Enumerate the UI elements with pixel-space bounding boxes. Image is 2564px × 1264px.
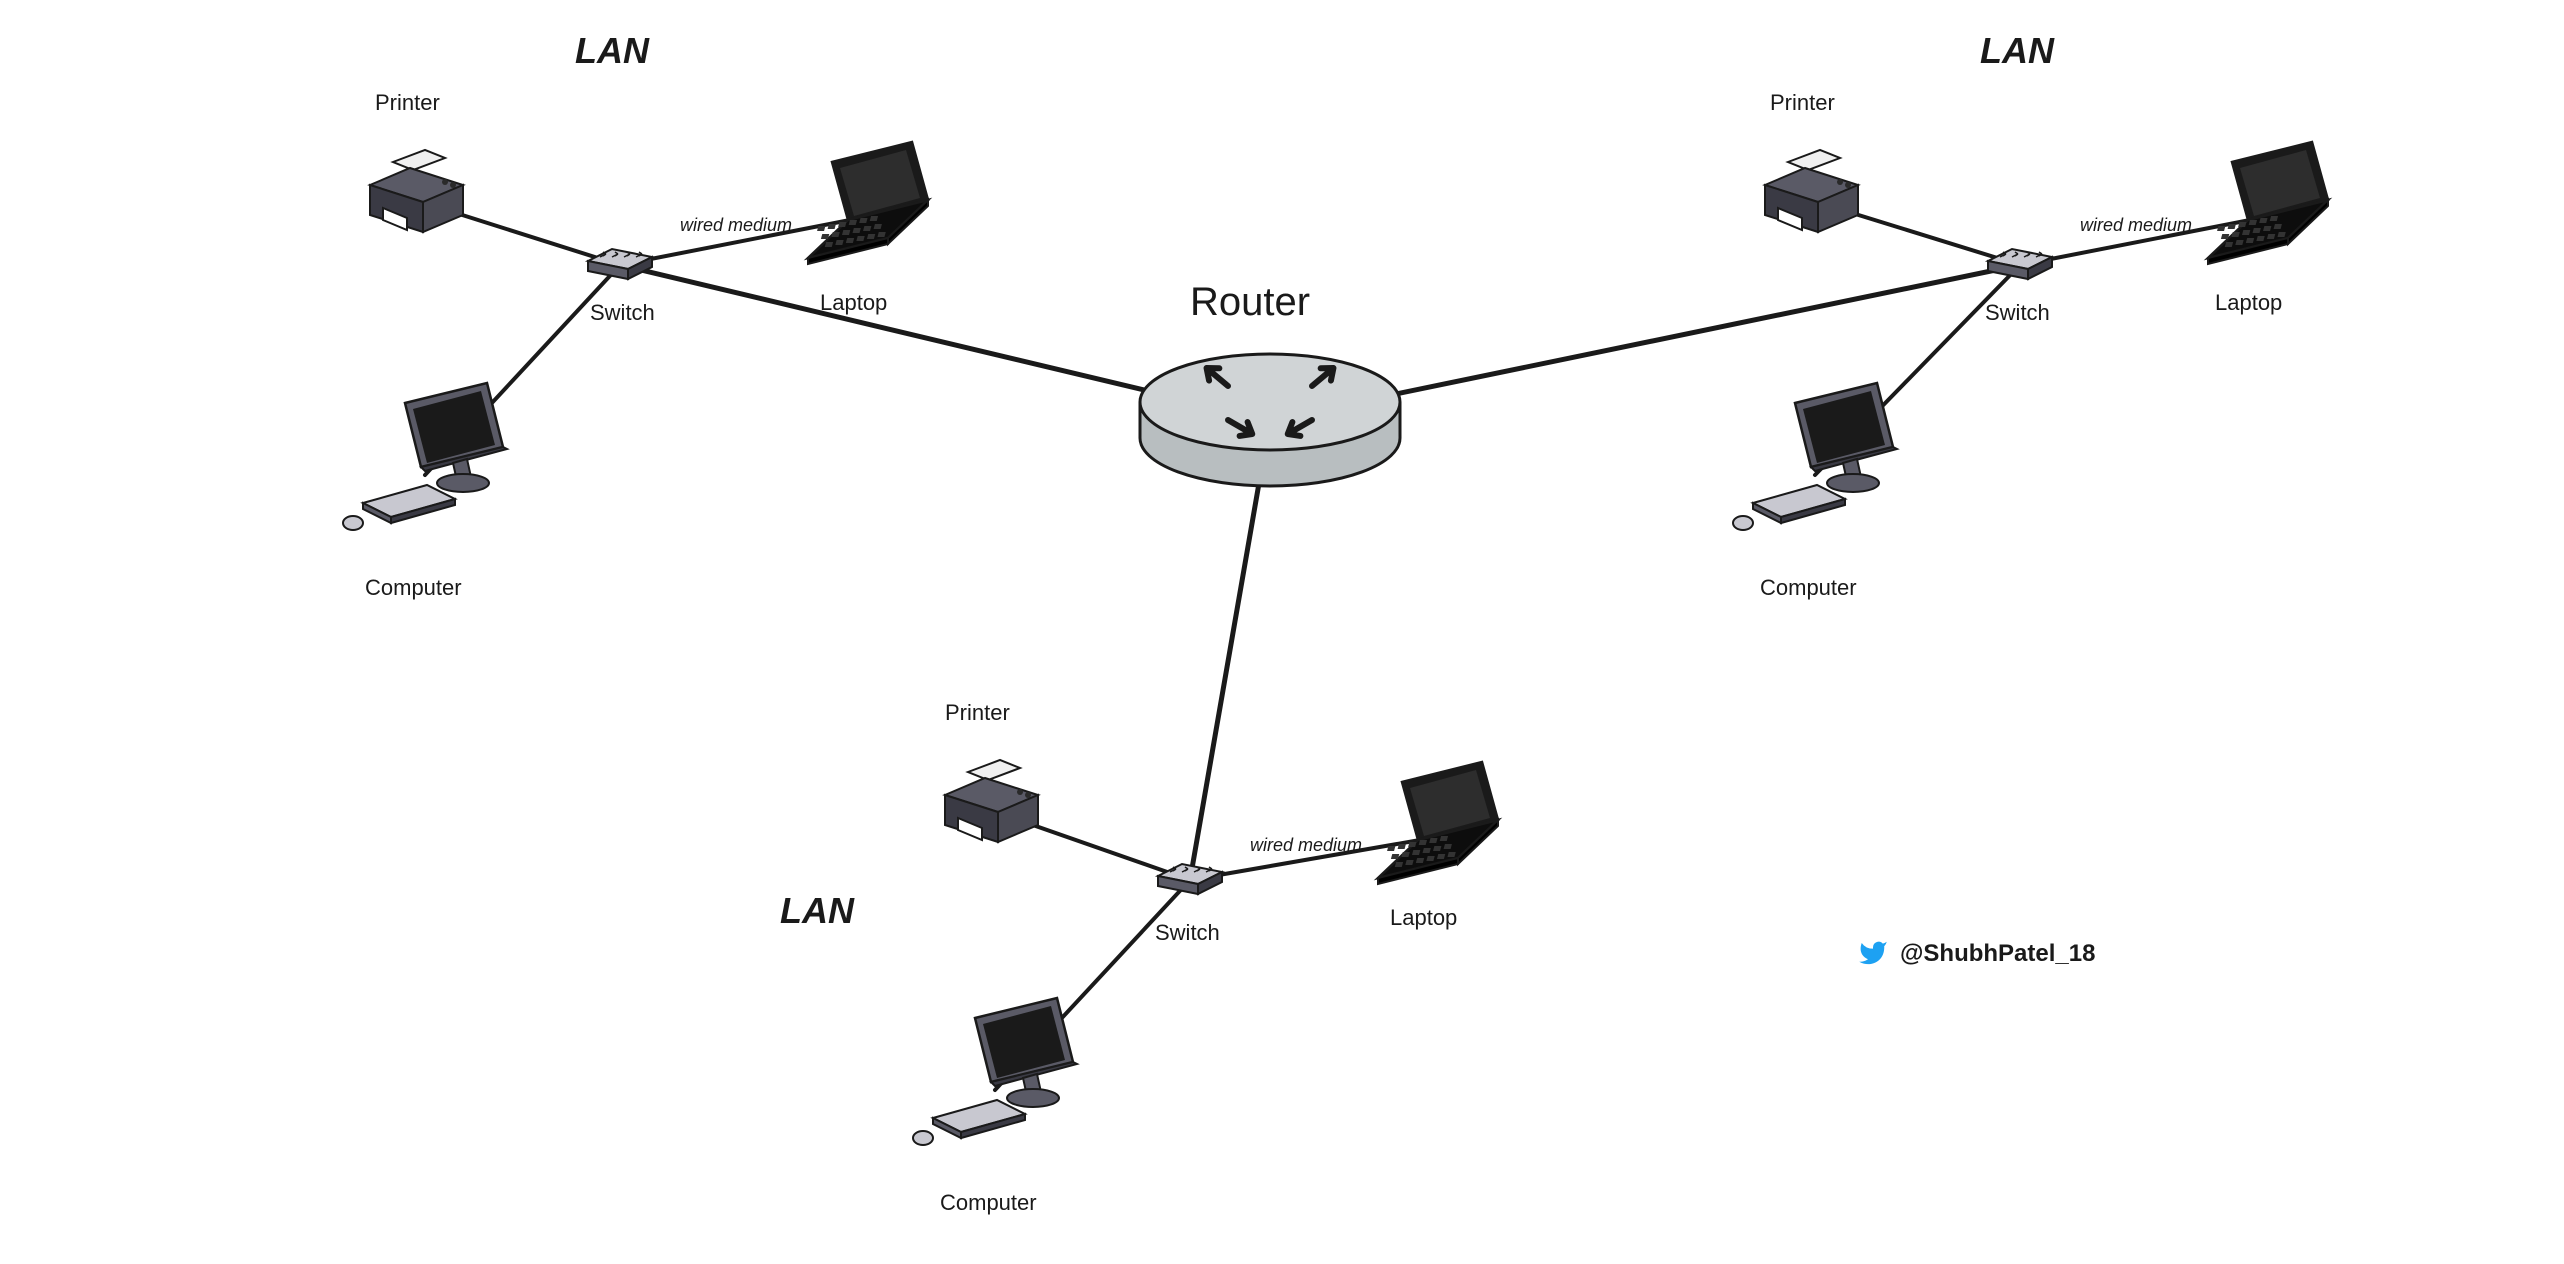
switch-label: Switch — [1985, 300, 2050, 326]
wired-medium-label: wired medium — [680, 215, 792, 236]
network-diagram — [0, 0, 2564, 1264]
lan-label: LAN — [1980, 30, 2054, 72]
computer-icon — [1733, 383, 1897, 530]
wired-medium-label: wired medium — [2080, 215, 2192, 236]
switch-icon — [1988, 249, 2052, 279]
laptop-icon — [808, 142, 928, 264]
laptop-label: Laptop — [1390, 905, 1457, 931]
laptop-label: Laptop — [2215, 290, 2282, 316]
credit-handle: @ShubhPatel_18 — [1900, 940, 2095, 968]
lan-label: LAN — [780, 890, 854, 932]
router-label: Router — [1190, 280, 1310, 325]
router-icon — [1140, 354, 1400, 486]
lan-label: LAN — [575, 30, 649, 72]
laptop-icon — [1378, 762, 1498, 884]
printer-label: Printer — [1770, 90, 1835, 116]
laptop-label: Laptop — [820, 290, 887, 316]
switch-label: Switch — [1155, 920, 1220, 946]
laptop-icon — [2208, 142, 2328, 264]
switch-label: Switch — [590, 300, 655, 326]
printer-icon — [945, 760, 1038, 842]
printer-label: Printer — [375, 90, 440, 116]
computer-icon — [913, 998, 1077, 1145]
printer-label: Printer — [945, 700, 1010, 726]
computer-label: Computer — [1760, 575, 1857, 601]
computer-label: Computer — [365, 575, 462, 601]
printer-icon — [1765, 150, 1858, 232]
printer-icon — [370, 150, 463, 232]
switch-icon — [588, 249, 652, 279]
connection-line — [1190, 420, 1270, 880]
wired-medium-label: wired medium — [1250, 835, 1362, 856]
switch-icon — [1158, 864, 1222, 894]
computer-label: Computer — [940, 1190, 1037, 1216]
computer-icon — [343, 383, 507, 530]
